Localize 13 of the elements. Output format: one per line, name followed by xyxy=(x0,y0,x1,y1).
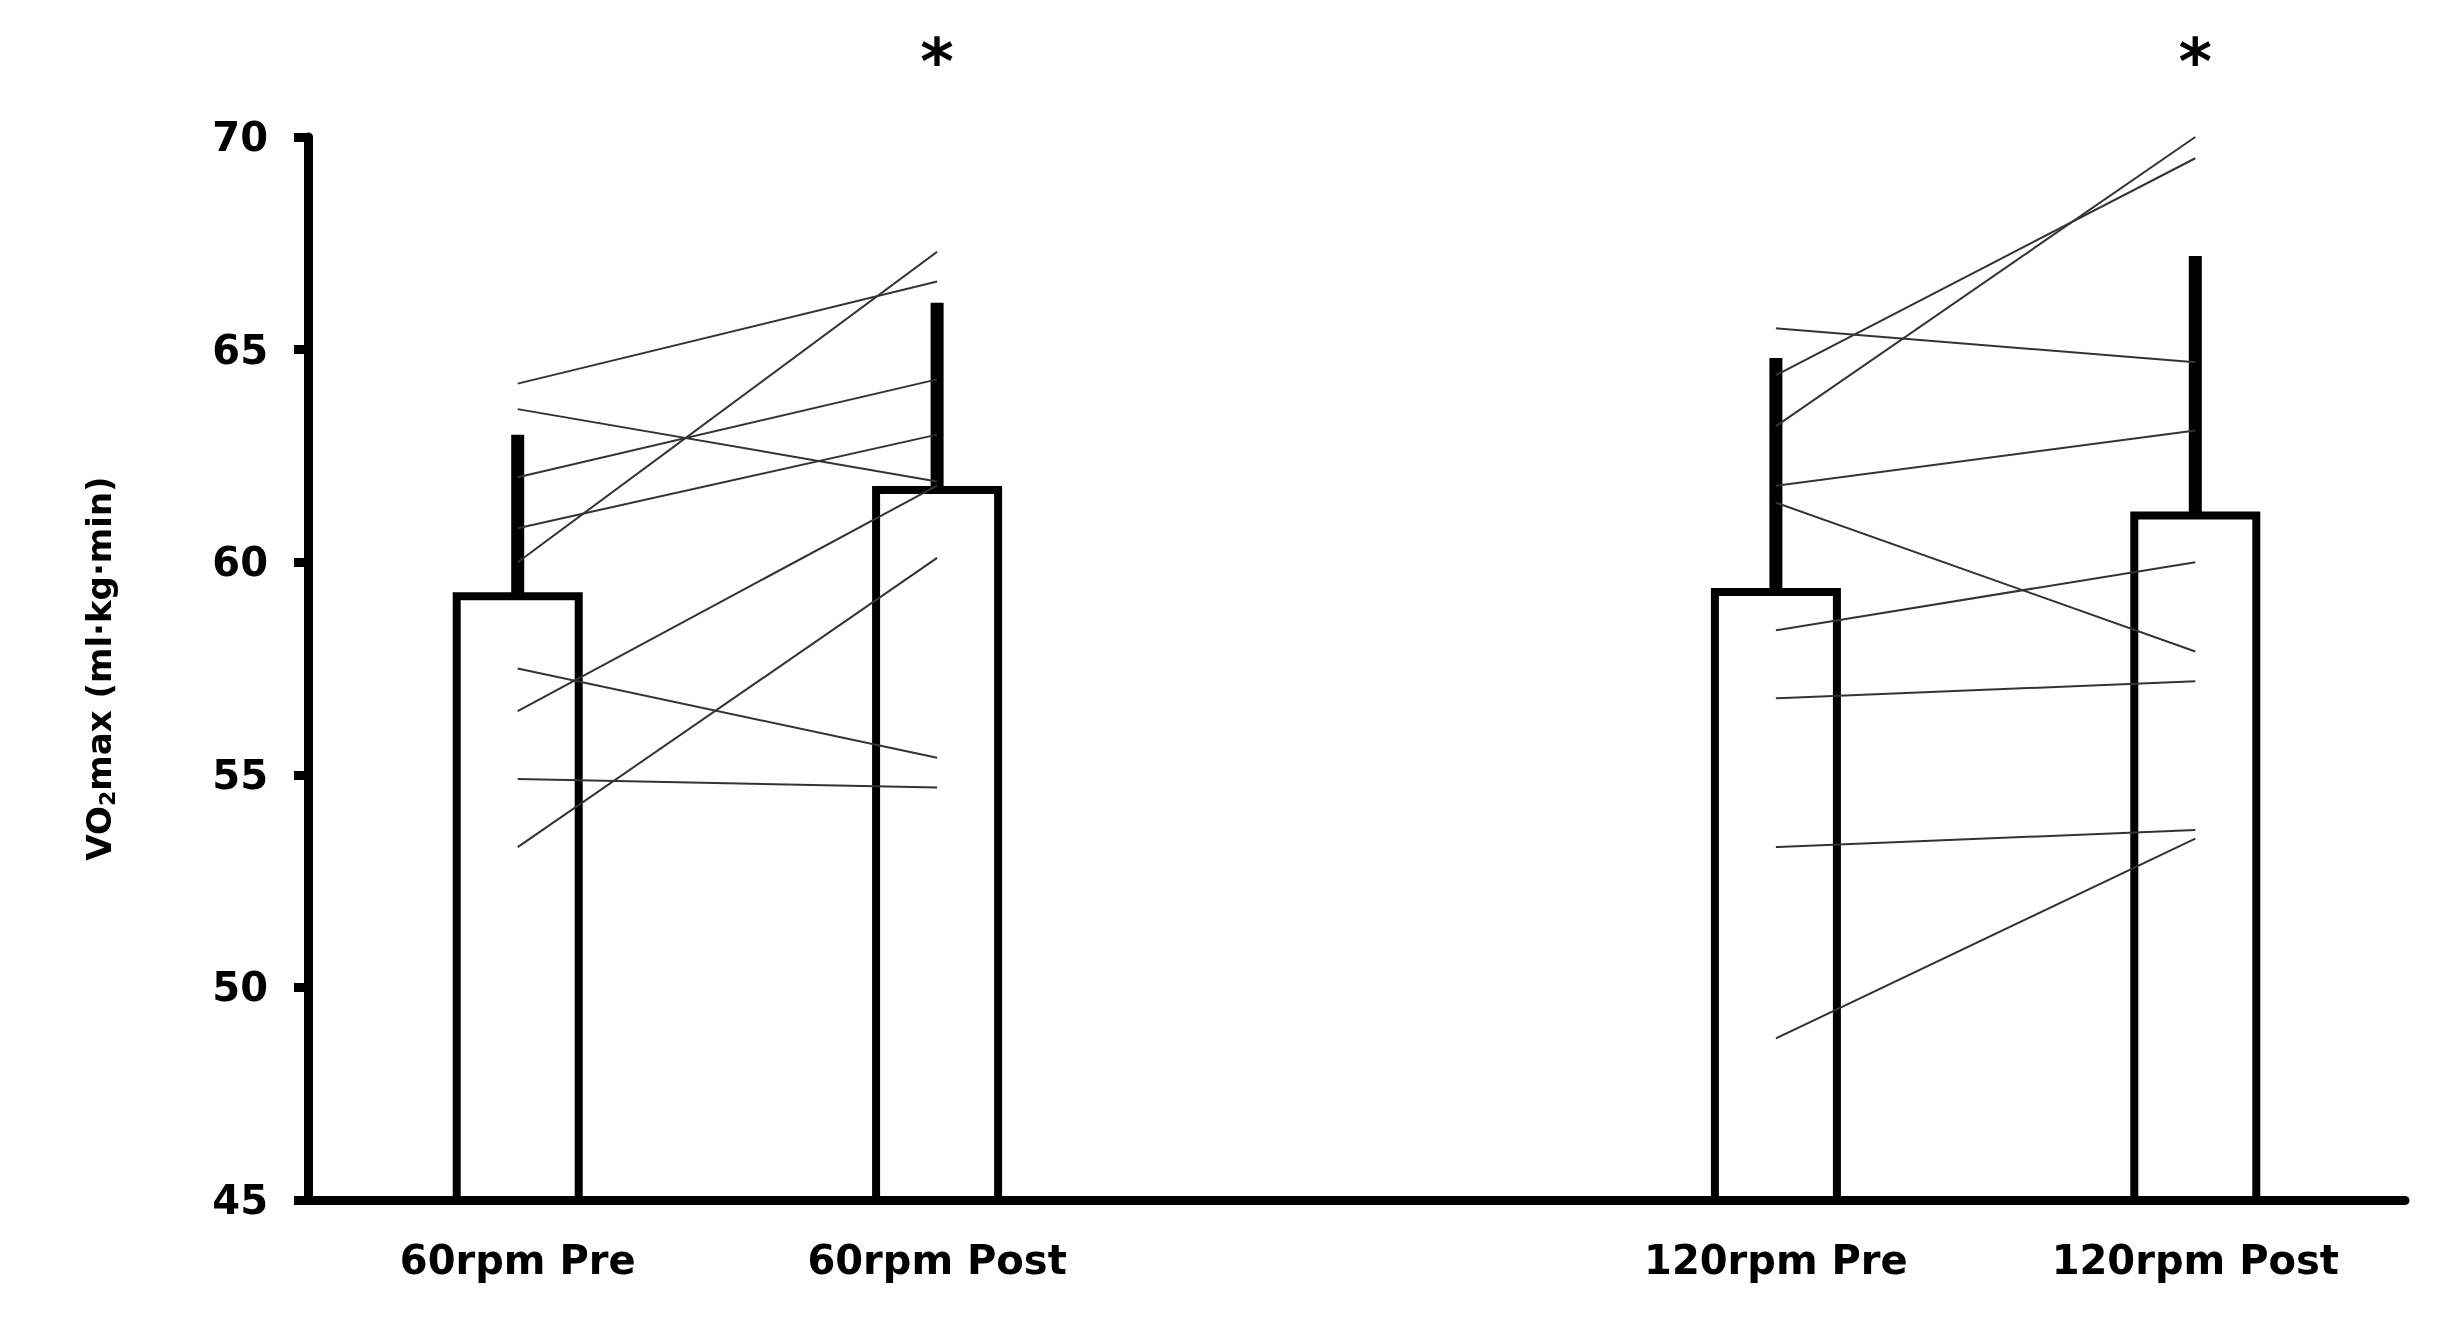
x-tick-label: 60rpm Post xyxy=(807,1237,1067,1283)
x-tick-label: 120rpm Post xyxy=(2051,1237,2339,1283)
y-tick-label: 50 xyxy=(212,964,268,1011)
y-axis-title: VO2max (ml·kg·min) xyxy=(79,476,120,861)
x-tick-label: 120rpm Pre xyxy=(1644,1237,1908,1283)
y-tick-label: 65 xyxy=(212,326,268,373)
y-tick-label: 70 xyxy=(212,114,268,160)
y-tick-label: 45 xyxy=(212,1177,268,1223)
text: * xyxy=(920,25,954,99)
x-tick-label: 60rpm Pre xyxy=(399,1237,636,1283)
y-tick-label: 60 xyxy=(212,539,268,586)
text: * xyxy=(2178,25,2213,99)
y-tick-label: 55 xyxy=(212,751,268,798)
